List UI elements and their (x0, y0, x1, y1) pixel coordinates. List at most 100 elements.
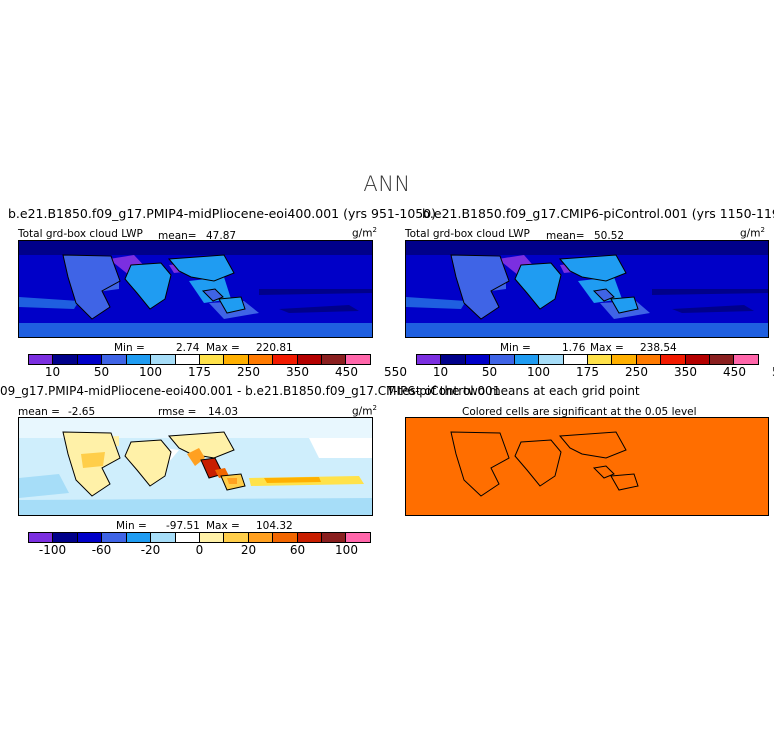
colorbar-swatch (126, 533, 152, 542)
panel3-colorbar (28, 532, 371, 543)
panel1-map (18, 240, 373, 338)
colorbar-tick-label: 250 (625, 365, 648, 379)
colorbar-swatch (322, 355, 347, 364)
colorbar-swatch (661, 355, 686, 364)
colorbar-swatch (224, 355, 249, 364)
colorbar-swatch (465, 355, 491, 364)
panel2-min-value: 1.76 (562, 342, 586, 354)
panel3-map (18, 417, 373, 516)
colorbar-swatch (248, 355, 274, 364)
colorbar-swatch (199, 355, 225, 364)
colorbar-swatch (636, 355, 662, 364)
colorbar-swatch (248, 533, 274, 542)
colorbar-swatch (417, 355, 442, 364)
colorbar-swatch (77, 533, 103, 542)
colorbar-tick-label: 10 (432, 365, 449, 379)
colorbar-tick-label: 100 (335, 543, 358, 557)
colorbar-swatch (175, 533, 200, 542)
panel1-mean-label: mean= (158, 230, 197, 242)
panel2-colorbar-ticks: 10 50 100 175 250 350 450 550 (416, 365, 774, 379)
colorbar-tick-label: 100 (527, 365, 550, 379)
panel1-units: g/m2 (352, 226, 377, 240)
colorbar-swatch (322, 533, 347, 542)
colorbar-tick-label: 450 (335, 365, 358, 379)
colorbar-tick-label: 175 (576, 365, 599, 379)
panel1-variable: Total grd-box cloud LWP (18, 228, 143, 240)
colorbar-tick-label: 60 (289, 543, 306, 557)
panel1-min-value: 2.74 (176, 342, 200, 354)
colorbar-tick-label: 350 (674, 365, 697, 379)
colorbar-swatch (102, 355, 127, 364)
panel1-max-label: Max = (206, 342, 240, 354)
colorbar-swatch (612, 355, 637, 364)
panel2-mean-value: 50.52 (594, 230, 625, 242)
colorbar-swatch (539, 355, 564, 364)
colorbar-tick-label: 250 (237, 365, 260, 379)
panel3-min-label: Min = (116, 520, 147, 532)
panel2-map (405, 240, 769, 338)
colorbar-tick-label: 450 (723, 365, 746, 379)
colorbar-swatch (102, 533, 127, 542)
colorbar-swatch (710, 355, 735, 364)
colorbar-swatch (297, 533, 323, 542)
colorbar-tick-label: -100 (38, 543, 67, 557)
colorbar-swatch (685, 355, 711, 364)
colorbar-tick-label: 175 (188, 365, 211, 379)
panel1-colorbar-ticks: 10 50 100 175 250 350 450 550 (28, 365, 407, 379)
colorbar-swatch (734, 355, 758, 364)
colorbar-swatch (53, 355, 78, 364)
panel2-max-label: Max = (590, 342, 624, 354)
page-title: ANN (363, 172, 411, 196)
panel2-colorbar (416, 354, 759, 365)
colorbar-tick-label: -60 (91, 543, 112, 557)
colorbar-tick-label: 550 (772, 365, 774, 379)
colorbar-swatch (346, 355, 370, 364)
panel2-max-value: 238.54 (640, 342, 677, 354)
colorbar-swatch (53, 533, 78, 542)
panel3-units: g/m2 (352, 404, 377, 418)
colorbar-swatch (224, 533, 249, 542)
colorbar-tick-label: 10 (44, 365, 61, 379)
panel2-min-label: Min = (500, 342, 531, 354)
colorbar-swatch (273, 533, 298, 542)
panel1-min-label: Min = (114, 342, 145, 354)
panel1-colorbar (28, 354, 371, 365)
colorbar-tick-label: 550 (384, 365, 407, 379)
colorbar-swatch (151, 355, 176, 364)
colorbar-tick-label: 20 (240, 543, 257, 557)
colorbar-tick-label: -20 (140, 543, 161, 557)
panel2-units: g/m2 (740, 226, 765, 240)
colorbar-swatch (29, 355, 54, 364)
panel4-map (405, 417, 769, 516)
panel2-title: b.e21.B1850.f09_g17.CMIP6-piControl.001 … (422, 206, 774, 221)
colorbar-swatch (151, 533, 176, 542)
panel3-min-value: -97.51 (166, 520, 200, 532)
panel3-mean-value: -2.65 (68, 406, 96, 418)
colorbar-swatch (126, 355, 152, 364)
colorbar-swatch (77, 355, 103, 364)
colorbar-tick-label: 50 (481, 365, 498, 379)
panel2-mean-label: mean= (546, 230, 585, 242)
panel4-subtitle: Colored cells are significant at the 0.0… (462, 406, 697, 418)
colorbar-swatch (441, 355, 466, 364)
colorbar-tick-label: 50 (93, 365, 110, 379)
panel1-title: b.e21.B1850.f09_g17.PMIP4-midPliocene-eo… (8, 206, 437, 221)
panel3-rmse-value: 14.03 (208, 406, 239, 418)
colorbar-swatch (175, 355, 200, 364)
panel3-mean-label: mean = (18, 406, 60, 418)
panel3-max-label: Max = (206, 520, 240, 532)
colorbar-swatch (563, 355, 588, 364)
colorbar-swatch (297, 355, 323, 364)
colorbar-swatch (490, 355, 515, 364)
colorbar-tick-label: 100 (139, 365, 162, 379)
panel3-max-value: 104.32 (256, 520, 293, 532)
panel3-colorbar-ticks: -100 -60 -20 0 20 60 100 (28, 543, 371, 557)
colorbar-swatch (346, 533, 370, 542)
panel2-variable: Total grd-box cloud LWP (405, 228, 530, 240)
panel1-mean-value: 47.87 (206, 230, 237, 242)
colorbar-swatch (29, 533, 54, 542)
panel3-title: 09_g17.PMIP4-midPliocene-eoi400.001 - b.… (0, 384, 501, 398)
colorbar-tick-label: 350 (286, 365, 309, 379)
colorbar-swatch (587, 355, 613, 364)
colorbar-swatch (199, 533, 225, 542)
